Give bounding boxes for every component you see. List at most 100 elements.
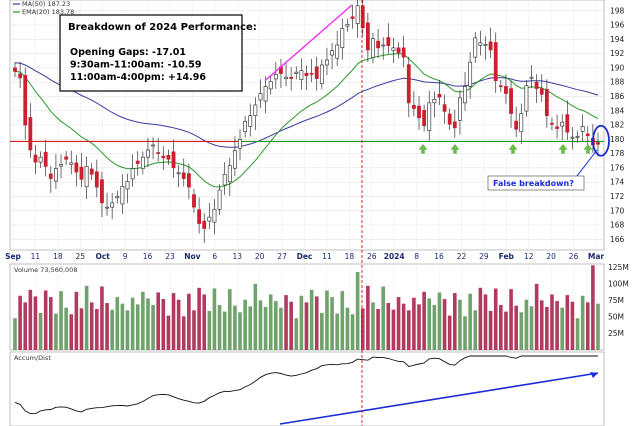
volume-bar [161, 299, 166, 350]
volume-bar [233, 305, 237, 350]
volume-label: Volume 73,560,008 [14, 266, 77, 274]
volume-bar [570, 301, 575, 350]
volume-bar [274, 301, 278, 350]
candle-body [217, 189, 222, 210]
x-tick-label: 16 [143, 252, 153, 261]
volume-bar [243, 299, 247, 350]
candle-body [43, 151, 48, 167]
candle-body [335, 44, 340, 59]
x-tick-label: 11 [31, 252, 41, 261]
candle-body [294, 71, 299, 74]
y-tick-label: 192 [610, 49, 625, 58]
x-tick-label: 11 [322, 252, 332, 261]
volume-tick-label: 25M [608, 329, 624, 338]
candle-body [207, 216, 212, 222]
y-tick-label: 170 [610, 206, 625, 215]
volume-bar [23, 302, 28, 350]
candle-body [350, 16, 355, 19]
x-tick-label: 27 [277, 252, 287, 261]
candle-body [89, 168, 94, 175]
annotations: False breakdown? Breakdown of 2024 Perfor… [13, 0, 610, 426]
candle-body [401, 47, 406, 58]
volume-bar [468, 293, 472, 350]
candle-body [69, 162, 74, 165]
y-tick-label: 184 [610, 106, 625, 115]
candle-body [176, 172, 181, 175]
ad-trend-arrow-head [590, 372, 598, 378]
volume-bar [529, 306, 534, 350]
volume-tick-label: 50M [608, 312, 624, 321]
volume-bar [478, 287, 483, 350]
volume-bar [212, 288, 217, 350]
volume-bar [325, 290, 329, 350]
support-test-arrow [418, 144, 428, 154]
volume-bar [376, 308, 380, 350]
candle-body [422, 110, 427, 127]
candle-body [299, 70, 304, 80]
volume-bar [28, 289, 33, 350]
candle-body [386, 37, 391, 47]
volume-bar [453, 293, 457, 350]
candle-body [115, 196, 120, 199]
candle-body [534, 81, 539, 89]
candle-body [161, 155, 166, 159]
legend-entry: EMA(20) 183.78 [22, 8, 74, 16]
volume-bar [575, 318, 580, 350]
candle-body [570, 136, 575, 139]
x-tick-label: 23 [165, 252, 175, 261]
candle-body [84, 166, 89, 188]
volume-bar [539, 300, 544, 350]
candle-body [560, 121, 565, 127]
x-tick-label: 18 [345, 252, 355, 261]
volume-bar [146, 298, 150, 350]
candle-body [504, 86, 508, 94]
volume-bar [340, 291, 345, 350]
candle-body [458, 97, 462, 121]
candle-body [529, 76, 534, 79]
annotation-line: Opening Gaps: -17.01 [70, 47, 186, 58]
candle-body [555, 126, 559, 129]
volume-bar [371, 302, 375, 350]
candle-body [314, 66, 319, 79]
x-tick-label: 8 [414, 252, 419, 261]
y-tick-label: 198 [610, 6, 625, 15]
volume-bar [141, 291, 145, 350]
volume-bar [499, 305, 503, 350]
volume-bar [412, 297, 416, 350]
volume-bar [366, 285, 370, 350]
volume-bar [299, 295, 304, 350]
x-tick-label: 18 [53, 252, 63, 261]
y-tick-label: 182 [610, 121, 625, 130]
candle-body [79, 166, 84, 180]
candle-body [263, 86, 268, 102]
volume-bar [69, 314, 74, 350]
candle-body [273, 73, 278, 80]
candle-body [447, 113, 452, 125]
candle-body [365, 22, 370, 51]
y-tick-label: 168 [610, 221, 625, 230]
volume-bar [74, 291, 79, 350]
x-tick-label: 16 [434, 252, 444, 261]
candle-body [406, 64, 411, 104]
candle-body [381, 44, 386, 47]
candle-body [575, 136, 580, 138]
volume-bar [120, 303, 125, 350]
y-tick-label: 166 [610, 235, 625, 244]
volume-bar [585, 302, 590, 350]
candle-body [596, 142, 600, 145]
candle-body [330, 50, 334, 56]
volume-bar [417, 304, 421, 350]
y-tick-label: 174 [610, 178, 625, 187]
x-tick-label: 25 [75, 252, 85, 261]
candle-body [289, 76, 294, 79]
volume-bar [488, 310, 493, 350]
volume-bar [406, 310, 411, 350]
candle-body [18, 73, 23, 79]
volume-bar [550, 294, 554, 350]
volume-bar [289, 301, 293, 350]
x-tick-label: Mar [588, 252, 605, 261]
volume-bar [258, 300, 263, 350]
candle-body [396, 47, 401, 54]
volume-bar [519, 312, 524, 350]
